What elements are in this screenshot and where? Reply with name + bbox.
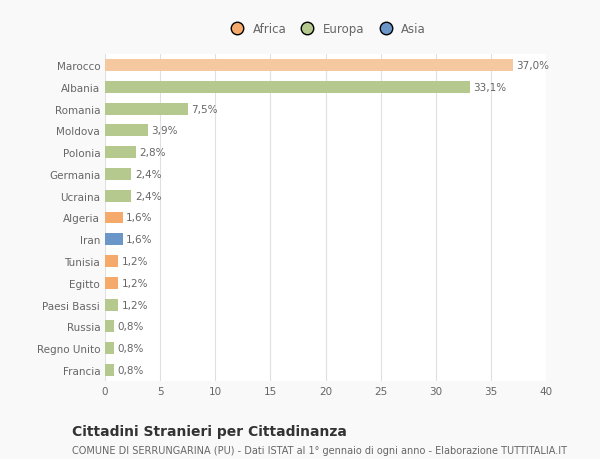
Bar: [105, 212, 122, 224]
Text: 0,8%: 0,8%: [117, 343, 143, 353]
Text: 1,2%: 1,2%: [122, 300, 148, 310]
Bar: [105, 168, 131, 180]
Bar: [105, 299, 118, 311]
Text: 0,8%: 0,8%: [117, 322, 143, 332]
Text: Cittadini Stranieri per Cittadinanza: Cittadini Stranieri per Cittadinanza: [72, 425, 347, 438]
Bar: [105, 60, 513, 72]
Bar: [105, 82, 470, 94]
Text: COMUNE DI SERRUNGARINA (PU) - Dati ISTAT al 1° gennaio di ogni anno - Elaborazio: COMUNE DI SERRUNGARINA (PU) - Dati ISTAT…: [72, 445, 567, 455]
Bar: [105, 125, 148, 137]
Bar: [105, 256, 118, 268]
Bar: [105, 190, 131, 202]
Bar: [105, 147, 136, 159]
Text: 2,4%: 2,4%: [135, 191, 161, 202]
Bar: [105, 321, 114, 333]
Text: 7,5%: 7,5%: [191, 104, 217, 114]
Legend: Africa, Europa, Asia: Africa, Europa, Asia: [221, 19, 430, 41]
Bar: [105, 234, 122, 246]
Bar: [105, 342, 114, 354]
Text: 33,1%: 33,1%: [473, 83, 506, 93]
Text: 0,8%: 0,8%: [117, 365, 143, 375]
Text: 1,2%: 1,2%: [122, 278, 148, 288]
Bar: [105, 277, 118, 289]
Text: 1,6%: 1,6%: [126, 213, 152, 223]
Bar: [105, 364, 114, 376]
Text: 1,2%: 1,2%: [122, 257, 148, 267]
Text: 3,9%: 3,9%: [151, 126, 178, 136]
Text: 37,0%: 37,0%: [516, 61, 549, 71]
Text: 1,6%: 1,6%: [126, 235, 152, 245]
Text: 2,4%: 2,4%: [135, 169, 161, 179]
Text: 2,8%: 2,8%: [139, 148, 166, 158]
Bar: [105, 103, 188, 115]
